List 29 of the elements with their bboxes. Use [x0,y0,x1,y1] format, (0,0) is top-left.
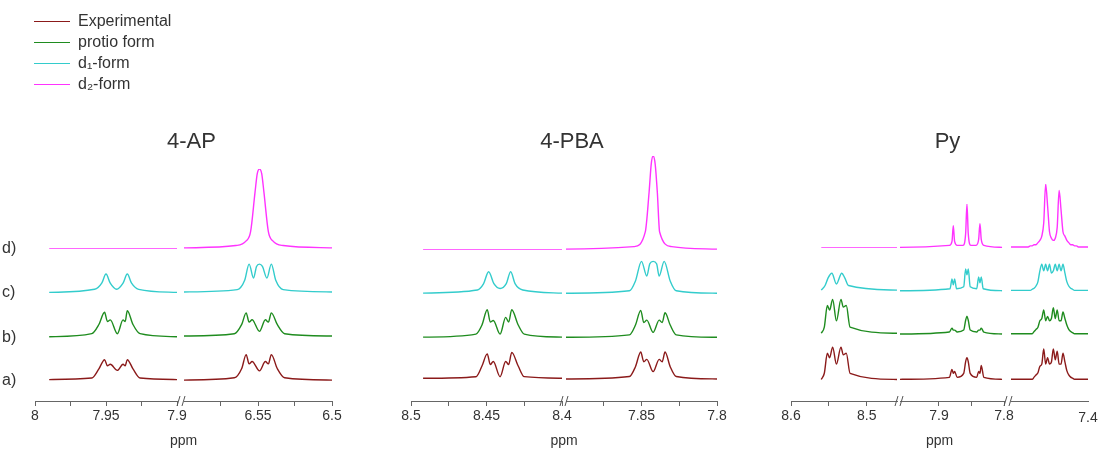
x-tick-label: 6.5 [322,407,342,424]
text: 7.4 [1078,409,1098,425]
legend-label: d₁-form [78,54,130,71]
x-tick-label: 6.55 [244,407,272,424]
x-tick-label: 7.85 [627,407,656,424]
x-axis-title: ppm [169,432,198,448]
x-tick-label: 8.4 [552,407,572,424]
x-tick-label: 7.9 [929,407,949,424]
x-axis-title: ppm [925,432,954,448]
text: d) [2,239,17,257]
legend-label: d₂-form [78,75,131,92]
x-tick-label: 7.8 [994,407,1014,424]
x-tick-label: 8.5 [856,407,877,424]
x-tick-label: 7.9 [167,407,187,424]
chart-title: Py [934,128,961,154]
legend-label: protio form [78,33,155,50]
x-tick-label: 8.45 [472,407,501,424]
chart-title: 4-AP [167,128,216,154]
x-axis-title: ppm [550,432,578,448]
x-tick-label: 8.6 [781,407,801,424]
text: a) [2,370,17,389]
x-tick-label: 8 [31,407,40,424]
x-tick-label: 7.95 [92,407,120,424]
legend-label: Experimental [78,12,172,29]
text: b) [2,327,17,346]
text: c) [2,283,16,302]
chart-title: 4-PBA [540,128,604,154]
x-tick-label: 7.8 [707,407,727,424]
x-tick-label: 8.5 [401,407,421,424]
